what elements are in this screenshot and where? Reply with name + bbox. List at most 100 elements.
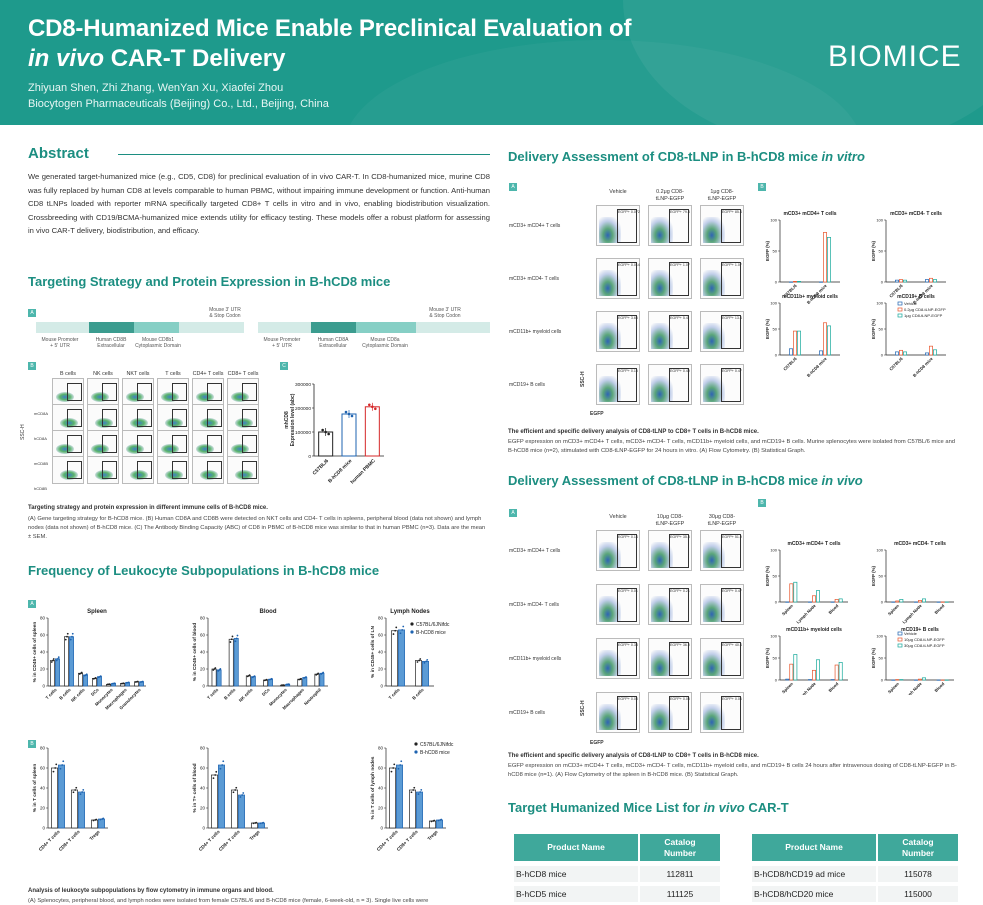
y-tick-label: 50 (879, 574, 884, 579)
bar (922, 598, 926, 603)
y-tick-label: 20 (200, 806, 206, 811)
bar (903, 351, 907, 356)
flow-gate (617, 534, 637, 568)
bar (933, 349, 937, 356)
flow-plot (157, 430, 189, 458)
bar (251, 822, 258, 829)
flow-population (126, 392, 144, 402)
flow-population (95, 470, 113, 480)
data-point (327, 432, 330, 436)
flow-population (56, 444, 74, 454)
data-point (425, 660, 428, 663)
category-label: Blood (827, 603, 839, 615)
data-point (212, 669, 215, 671)
flow-plot: EGFP+ 0.15 (596, 364, 640, 405)
bar-chart-group: 0 20 40 60 80% in CD45+ cells of spleen Splee… (32, 609, 146, 711)
legend-marker (897, 643, 903, 648)
column-label: T cells (165, 371, 181, 377)
flow-plot (157, 378, 189, 406)
data-point (418, 659, 421, 662)
category-label: human PBMC (350, 458, 377, 485)
flow-plot: EGFP+ 85.4 (700, 205, 744, 246)
data-point (79, 793, 82, 796)
y-tick-label: 50 (879, 249, 884, 254)
category-label: Neutrophil (303, 687, 322, 706)
flow-plot: EGFP+ 3.65 (596, 311, 640, 352)
panel-label: B (28, 362, 36, 370)
flow-gate (207, 461, 222, 479)
category-label: C57BL/6 (888, 356, 904, 372)
data-point (420, 788, 423, 791)
bar (422, 660, 429, 687)
panel-label: A (509, 509, 517, 517)
flow-plot (157, 404, 189, 432)
y-axis-label: % in CD45+ cells of blood (192, 623, 198, 682)
y-tick-label: 80 (200, 616, 206, 621)
data-point (248, 674, 251, 677)
column-label: 1μg CD8- tLNP-EGFP (707, 189, 737, 202)
bar (823, 232, 827, 283)
y-axis-label: % in CD45+ cells of spleen (32, 622, 38, 683)
flow-plot (122, 404, 154, 432)
legend-label: 0.2μg CD8-tLNP-EGFP (904, 307, 946, 312)
data-point (253, 675, 256, 677)
gene-label: Human CD8A Extracellular (317, 337, 349, 349)
bar (797, 281, 801, 283)
data-point (75, 786, 78, 789)
y-tick-label: 50 (773, 327, 778, 332)
data-point (229, 641, 232, 643)
bar-chart-group: 0 20 40 60 80% in CD45+ cells of blood Blood T… (192, 609, 328, 711)
data-point (54, 767, 57, 769)
row-label: hCD8B (34, 486, 47, 491)
y-tick-label: 60 (200, 766, 206, 771)
bar (268, 678, 273, 687)
data-point (430, 820, 433, 823)
x-axis-label: EGFP (590, 411, 604, 417)
flow-gate (242, 435, 257, 453)
y-axis-label: EGFP (%) (765, 648, 770, 668)
flow-population (599, 596, 621, 622)
data-point (71, 635, 73, 638)
flow-population (651, 596, 673, 622)
flow-plot: EGFP+ 0.14 (596, 530, 640, 571)
flow-plot (192, 456, 224, 484)
bar (899, 599, 904, 603)
y-tick-label: 80 (378, 746, 384, 751)
data-point (236, 634, 239, 637)
bar (250, 676, 256, 687)
legend-label: 10μg CD8-tLNP-EGFP (904, 637, 945, 642)
bar (925, 352, 929, 356)
y-axis-label: EGFP (%) (871, 241, 876, 261)
data-point (242, 792, 245, 794)
data-point (99, 818, 102, 821)
mouse-cytoplasmic-segment (356, 322, 416, 333)
legend-label: 30μg CD8-tLNP-EGFP (904, 643, 945, 648)
y-tick-label: 0 (202, 826, 205, 831)
data-point (234, 640, 237, 643)
data-point (287, 683, 290, 686)
y-tick-label: 50 (773, 574, 778, 579)
bar (933, 279, 937, 283)
bar (827, 237, 831, 283)
caption-title: Targeting strategy and protein expressio… (28, 505, 268, 511)
data-point (122, 682, 125, 685)
flow-gate (617, 262, 637, 296)
flow-plot (52, 456, 84, 484)
bar (64, 636, 69, 687)
data-point (259, 822, 262, 825)
flow-plot (122, 430, 154, 458)
flow-gate (669, 534, 689, 568)
bar (51, 767, 58, 829)
category-label: T cells (45, 687, 59, 701)
y-tick-label: 0 (775, 678, 778, 683)
category-label: T cells (388, 687, 402, 701)
mouse-cytoplasmic-segment (134, 322, 179, 333)
flow-population (651, 704, 673, 730)
data-point (55, 659, 58, 662)
legend-label: Vehicle (904, 301, 918, 306)
flow-gate (207, 435, 222, 453)
column-label: NK cells (93, 371, 113, 377)
data-point (85, 673, 88, 676)
